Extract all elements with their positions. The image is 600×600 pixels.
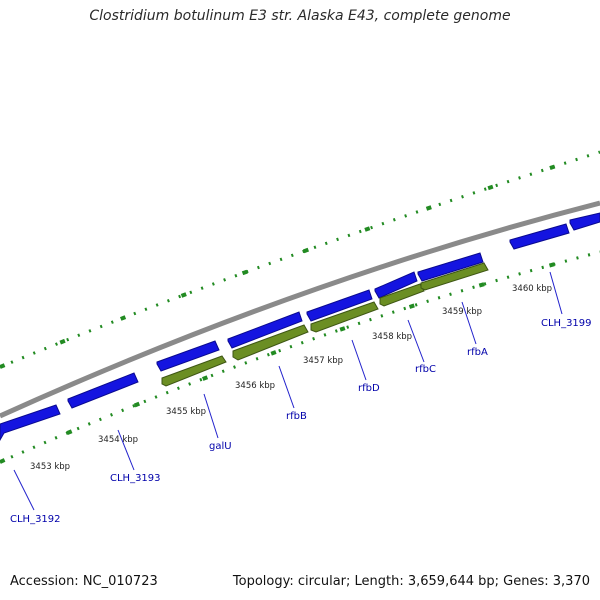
gene-arrow-rfbb[interactable] [232, 324, 309, 361]
leader-line [117, 429, 135, 471]
gene-arrow-fwd-4[interactable] [227, 311, 303, 349]
kbp-label: 3453 kbp [30, 462, 70, 472]
gene-arrow-fwd-7[interactable] [417, 252, 484, 282]
gene-labels: CLH_3192 CLH_3193 galU rfbB rfbD rfbC rf… [10, 318, 592, 525]
kbp-labels: 3453 kbp 3454 kbp 3455 kbp 3456 kbp 3457… [30, 284, 552, 472]
leader-line [351, 339, 367, 381]
gene-label-rfbd[interactable]: rfbD [358, 383, 380, 394]
accession-text: Accession: NC_010723 [10, 574, 158, 589]
kbp-label: 3456 kbp [235, 381, 275, 391]
kbp-label: 3459 kbp [442, 307, 482, 317]
kbp-label: 3455 kbp [166, 407, 206, 417]
gene-arrow-rfbd[interactable] [310, 301, 379, 333]
reverse-genes [161, 262, 489, 387]
inner-major-ticks [0, 250, 600, 464]
leader-line [203, 393, 219, 439]
gene-label-rfbb[interactable]: rfbB [286, 411, 307, 422]
leader-line [461, 301, 477, 345]
leader-line [407, 319, 425, 363]
leader-line [278, 365, 295, 409]
gene-label-rfba[interactable]: rfbA [467, 347, 488, 358]
kbp-label: 3460 kbp [512, 284, 552, 294]
kbp-label: 3454 kbp [98, 435, 138, 445]
gene-arrow-galu[interactable] [161, 355, 227, 387]
leader-line [549, 271, 563, 315]
gene-arrow-rfbc[interactable] [379, 283, 425, 307]
genome-backbone [0, 200, 600, 419]
kbp-label: 3458 kbp [372, 332, 412, 342]
gene-label-clh3199[interactable]: CLH_3199 [541, 318, 592, 329]
gene-label-galu[interactable]: galU [209, 441, 232, 452]
leader-line [13, 469, 35, 511]
gene-label-rfbc[interactable]: rfbC [415, 364, 436, 375]
gene-arrow-fwd-5[interactable] [306, 289, 373, 322]
gene-arrow-clh3192[interactable] [0, 404, 61, 442]
gene-label-clh3193[interactable]: CLH_3193 [110, 473, 161, 484]
gene-arrow-fwd-9[interactable] [569, 212, 600, 231]
forward-genes [0, 212, 600, 442]
gene-arrow-clh3193[interactable] [67, 372, 139, 409]
gene-leader-lines [13, 271, 563, 511]
gene-arrow-clh3199[interactable] [509, 223, 570, 250]
map-title: Clostridium botulinum E3 str. Alaska E43… [89, 8, 511, 24]
gene-label-clh3192[interactable]: CLH_3192 [10, 514, 61, 525]
kbp-label: 3457 kbp [303, 356, 343, 366]
gene-arrow-rfba[interactable] [420, 262, 489, 291]
inner-minor-ticks [0, 250, 600, 464]
gene-arrow-fwd-6[interactable] [374, 271, 418, 299]
genome-summary-text: Topology: circular; Length: 3,659,644 bp… [232, 574, 590, 589]
inner-tick-track [0, 250, 600, 464]
gene-arrow-fwd-3[interactable] [156, 340, 220, 372]
